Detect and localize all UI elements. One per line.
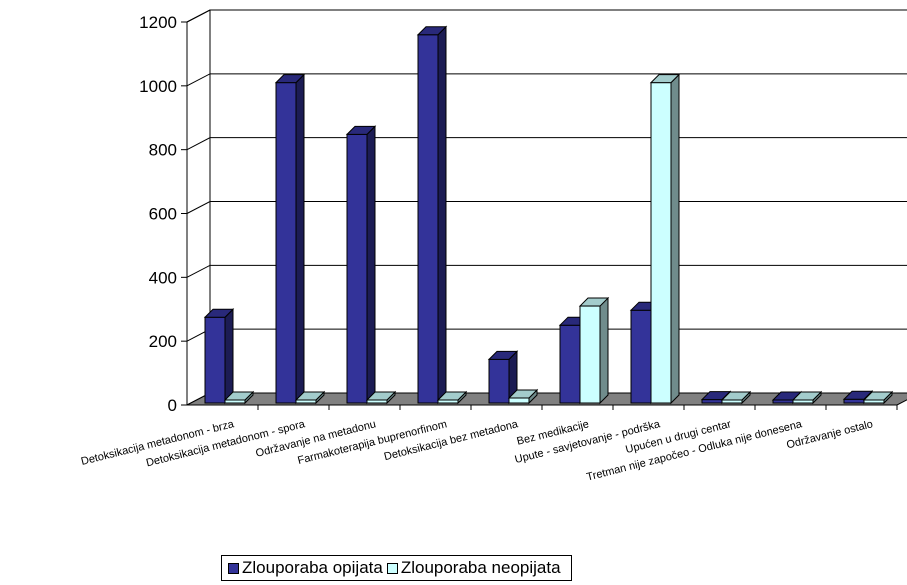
y-axis: 0 200 400 600 800 1000 1200 [139, 13, 187, 415]
bar-side [366, 125, 376, 405]
legend-item-series-2: Zlouporaba neopijata [386, 558, 561, 578]
back-wall-top-edge [186, 9, 907, 23]
gridline [186, 73, 907, 87]
y-tick-label: 1200 [139, 13, 177, 32]
bar-neopijata-4 [507, 388, 539, 405]
bar-opijata-2 [345, 125, 377, 405]
gridline [186, 264, 907, 278]
bar-neopijata-5 [578, 296, 610, 405]
bar-top [223, 391, 255, 401]
legend-swatch-series-1 [228, 562, 239, 574]
y-tick-label: 200 [149, 332, 177, 351]
y-tick-label: 400 [149, 268, 177, 287]
bar-neopijata-6 [649, 73, 681, 405]
y-tick-label: 600 [149, 205, 177, 224]
bar-top [720, 391, 752, 401]
bar-top [294, 391, 326, 401]
bar-front [275, 82, 297, 404]
bar-top [791, 391, 823, 401]
bar-top [203, 308, 235, 318]
x-axis-labels: Detoksikacija metadonom - brzaDetoksikac… [80, 418, 874, 483]
bar-front [579, 305, 601, 404]
bar-top [274, 74, 306, 84]
bar-neopijata-3 [436, 390, 468, 405]
bar-neopijata-2 [365, 390, 397, 405]
gridline [186, 9, 907, 23]
bar-front [650, 82, 672, 404]
y-tick-label: 1000 [139, 77, 177, 96]
bar-side [224, 308, 234, 405]
bar-top [416, 26, 448, 36]
y-tick-label: 800 [149, 141, 177, 160]
bar-side [295, 73, 305, 405]
bar-neopijata-1 [294, 390, 326, 405]
bar-side [599, 296, 609, 405]
bar-front [701, 399, 723, 404]
bars [203, 25, 894, 405]
bar-top [487, 350, 519, 360]
bar-side [437, 25, 447, 405]
bar-front [346, 133, 368, 404]
gridline [186, 137, 907, 151]
bar-front [204, 316, 226, 404]
bar-opijata-1 [274, 73, 306, 405]
bar-top [842, 390, 874, 400]
bar-front [843, 398, 865, 404]
bar-front [630, 309, 652, 404]
bar-top [862, 391, 894, 401]
gridline [186, 201, 907, 214]
bar-front [559, 324, 581, 404]
bar-opijata-4 [487, 350, 519, 405]
bar-top [345, 125, 377, 135]
bar-top [507, 389, 539, 399]
bar-top [578, 297, 610, 307]
legend-label-series-1: Zlouporaba opijata [242, 558, 383, 577]
bar-top [436, 391, 468, 401]
legend-label-series-2: Zlouporaba neopijata [400, 558, 561, 577]
legend-swatch-series-2 [386, 562, 398, 574]
bar-front [508, 397, 530, 404]
bar-neopijata-7 [720, 390, 752, 405]
y-tick-label: 0 [168, 396, 177, 415]
bar-opijata-0 [203, 308, 235, 405]
bar-opijata-3 [416, 25, 448, 405]
bar-neopijata-0 [223, 390, 255, 405]
bar-side [670, 73, 680, 405]
bar-top [649, 74, 681, 84]
bar-top [365, 391, 397, 401]
bar-neopijata-8 [791, 390, 823, 405]
bar-front [488, 358, 510, 404]
bar-neopijata-9 [862, 390, 894, 405]
legend: Zlouporaba opijata Zlouporaba neopijata [221, 555, 572, 581]
legend-item-series-1: Zlouporaba opijata [228, 558, 383, 578]
bar-front [417, 34, 439, 404]
